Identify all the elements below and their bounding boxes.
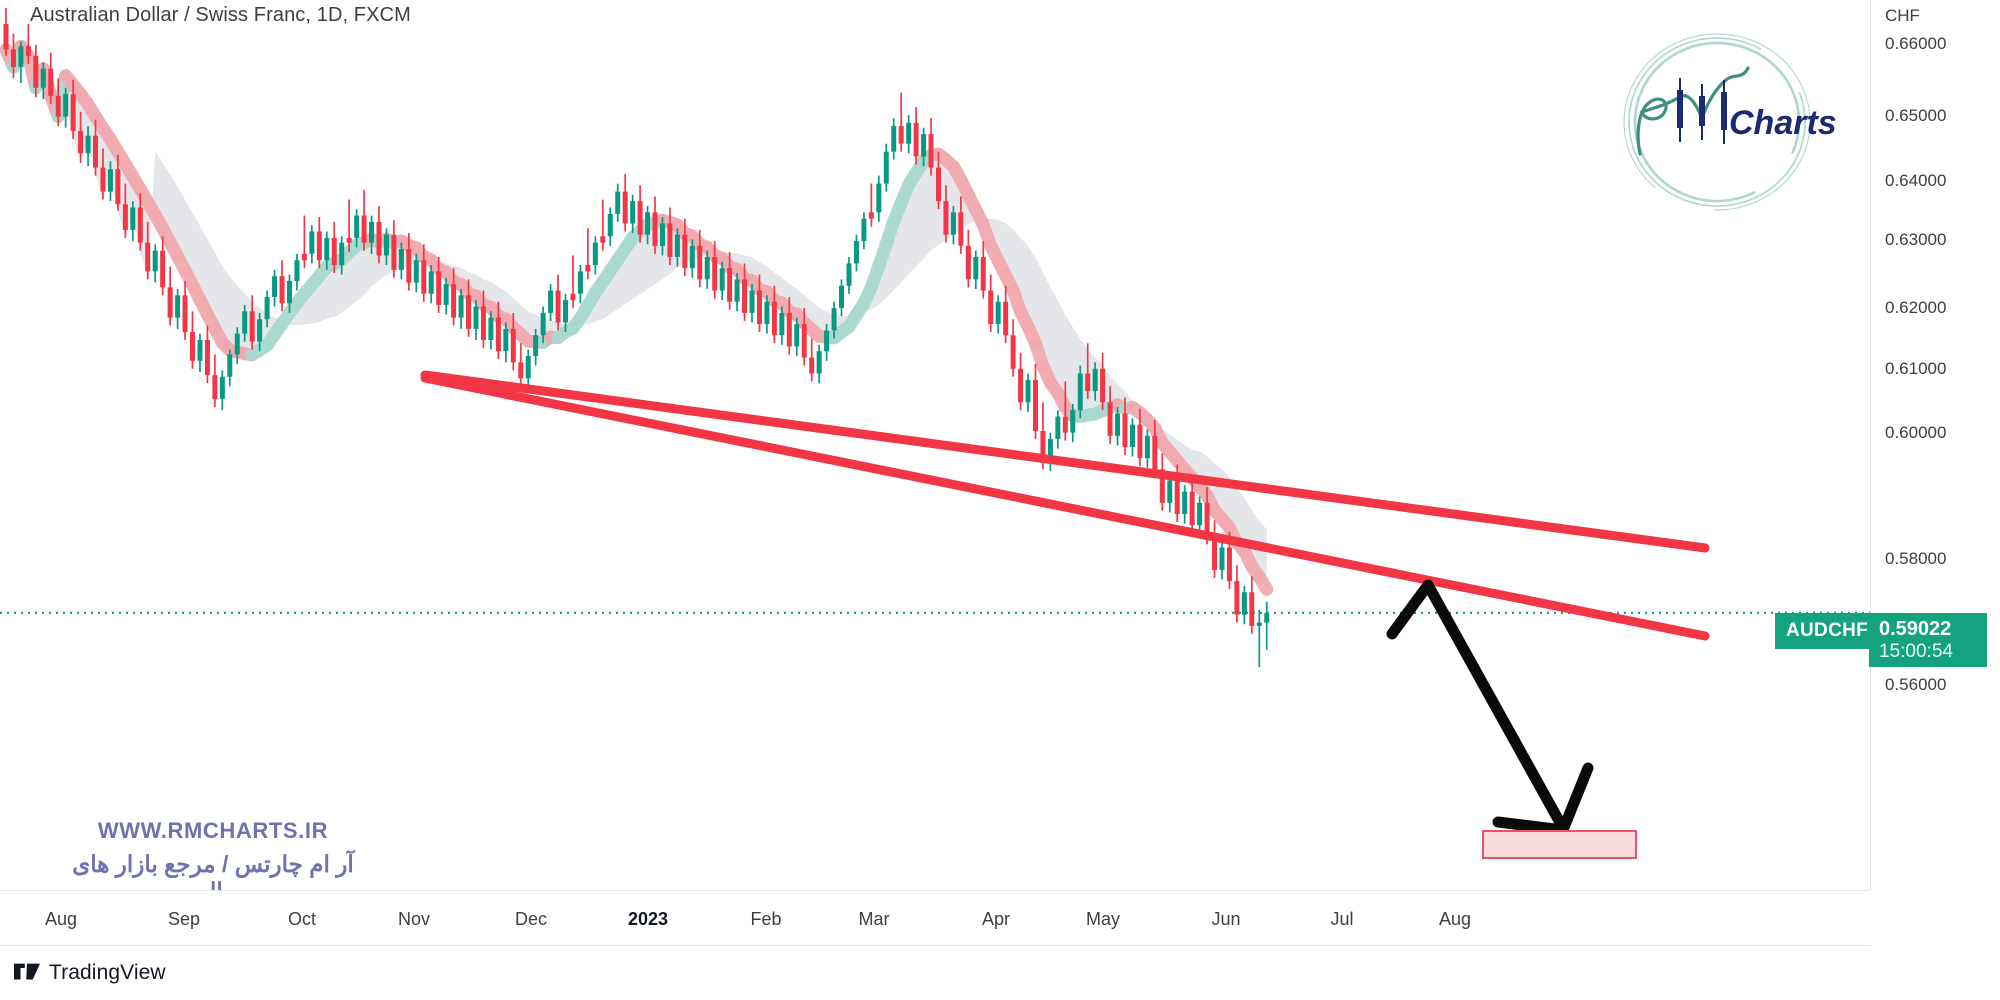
price-axis-tick: 0.63000 (1885, 230, 1947, 249)
price-axis-tick: 0.56000 (1885, 675, 1947, 694)
price-axis-tick: 0.64000 (1885, 171, 1947, 190)
price-chart-canvas (0, 7, 1870, 859)
time-axis-tick: Aug (44, 909, 78, 929)
time-axis[interactable]: Aug Sep Oct Nov Dec 2023 Feb Mar Apr May Jun Jul Aug (0, 890, 1870, 946)
time-axis-tick: Dec (514, 909, 548, 929)
forecast-arrow[interactable] (1386, 579, 1569, 834)
tradingview-logo[interactable]: TradingView (14, 961, 166, 985)
time-axis-tick: Apr (981, 909, 1011, 929)
price-axis-tick: 0.60000 (1885, 423, 1947, 442)
price-axis-tick: 0.62000 (1885, 298, 1947, 317)
price-axis[interactable]: CHF 0.66000 0.65000 0.64000 0.63000 0.62000 0… (1870, 0, 2000, 890)
last-price-badge[interactable]: 0.59022 15:00:54 (1869, 613, 1987, 667)
time-axis-tick: Jun (1211, 909, 1241, 929)
target-zone-box[interactable] (1482, 830, 1637, 859)
time-axis-tick: 2023 (627, 909, 669, 929)
tradingview-label: TradingView (49, 961, 166, 984)
bar-countdown: 15:00:54 (1879, 640, 1953, 662)
trendline-upper[interactable] (420, 370, 1710, 553)
tradingview-mark-icon (14, 963, 40, 980)
time-axis-tick: Mar (858, 909, 890, 929)
time-axis-tick: Feb (750, 909, 782, 929)
price-axis-tick: 0.58000 (1885, 549, 1947, 568)
time-axis-tick: Aug (1438, 909, 1472, 929)
chart-plot-area[interactable]: Charts Australian Dollar / Swiss Franc, … (0, 0, 1870, 890)
symbol-badge: AUDCHF (1775, 613, 1880, 649)
price-axis-tick: 0.66000 (1885, 34, 1947, 53)
price-axis-tick: 0.65000 (1885, 106, 1947, 125)
time-axis-tick: Sep (167, 909, 201, 929)
time-axis-tick: Oct (287, 909, 317, 929)
trendline-lower[interactable] (420, 373, 1710, 641)
price-axis-tick: 0.61000 (1885, 359, 1947, 378)
time-axis-tick: May (1085, 909, 1121, 929)
time-axis-tick: Nov (397, 909, 431, 929)
candlestick-series (3, 7, 1270, 668)
moving-average-line (0, 39, 1274, 596)
moving-average-band (6, 39, 1267, 583)
price-axis-currency: CHF (1885, 6, 1920, 25)
last-price-value: 0.59022 (1879, 618, 1952, 641)
time-axis-tick: Jul (1330, 909, 1354, 929)
drawing-annotations[interactable] (420, 370, 1710, 859)
chart-footer: TradingView (0, 946, 2000, 1000)
